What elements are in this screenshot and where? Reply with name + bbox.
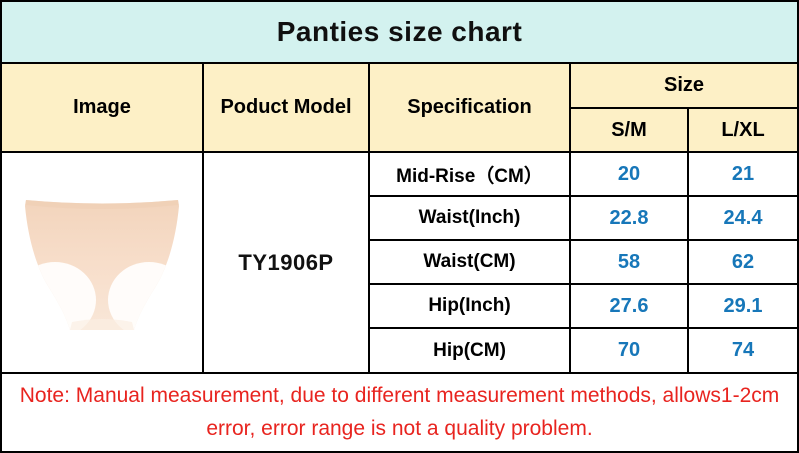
panty-waistband xyxy=(25,199,179,209)
value-lxl: 21 xyxy=(687,151,797,197)
spec-label: Hip(Inch) xyxy=(368,283,571,329)
value-sm: 22.8 xyxy=(569,195,689,241)
product-model-value: TY1906P xyxy=(202,151,370,372)
column-header-image: Image xyxy=(2,64,204,153)
panties-image xyxy=(25,199,179,330)
column-header-size-lxl: L/XL xyxy=(687,107,797,153)
panties-photo xyxy=(2,192,202,334)
column-header-size-sm: S/M xyxy=(569,107,689,153)
column-header-product-model: Poduct Model xyxy=(202,64,370,153)
column-header-size: Size xyxy=(569,64,797,109)
spec-label: Hip(CM) xyxy=(368,327,571,372)
spec-label: Waist(CM) xyxy=(368,239,571,285)
spec-label: Mid-Rise（CM） xyxy=(368,151,571,197)
value-sm: 58 xyxy=(569,239,689,285)
value-sm: 20 xyxy=(569,151,689,197)
size-table: Image Poduct Model Specification Size S/… xyxy=(2,64,797,372)
value-lxl: 24.4 xyxy=(687,195,797,241)
product-image-cell xyxy=(2,151,204,372)
value-lxl: 29.1 xyxy=(687,283,797,329)
value-sm: 70 xyxy=(569,327,689,372)
value-sm: 27.6 xyxy=(569,283,689,329)
spec-label: Waist(Inch) xyxy=(368,195,571,241)
value-lxl: 62 xyxy=(687,239,797,285)
page-title: Panties size chart xyxy=(276,16,523,47)
title-bar: Panties size chart xyxy=(2,2,797,64)
panty-bottom-fade xyxy=(70,318,134,330)
column-header-specification: Specification xyxy=(368,64,571,153)
value-lxl: 74 xyxy=(687,327,797,372)
measurement-note: Note: Manual measurement, due to differe… xyxy=(19,383,780,440)
note-bar: Note: Manual measurement, due to differe… xyxy=(2,372,797,451)
